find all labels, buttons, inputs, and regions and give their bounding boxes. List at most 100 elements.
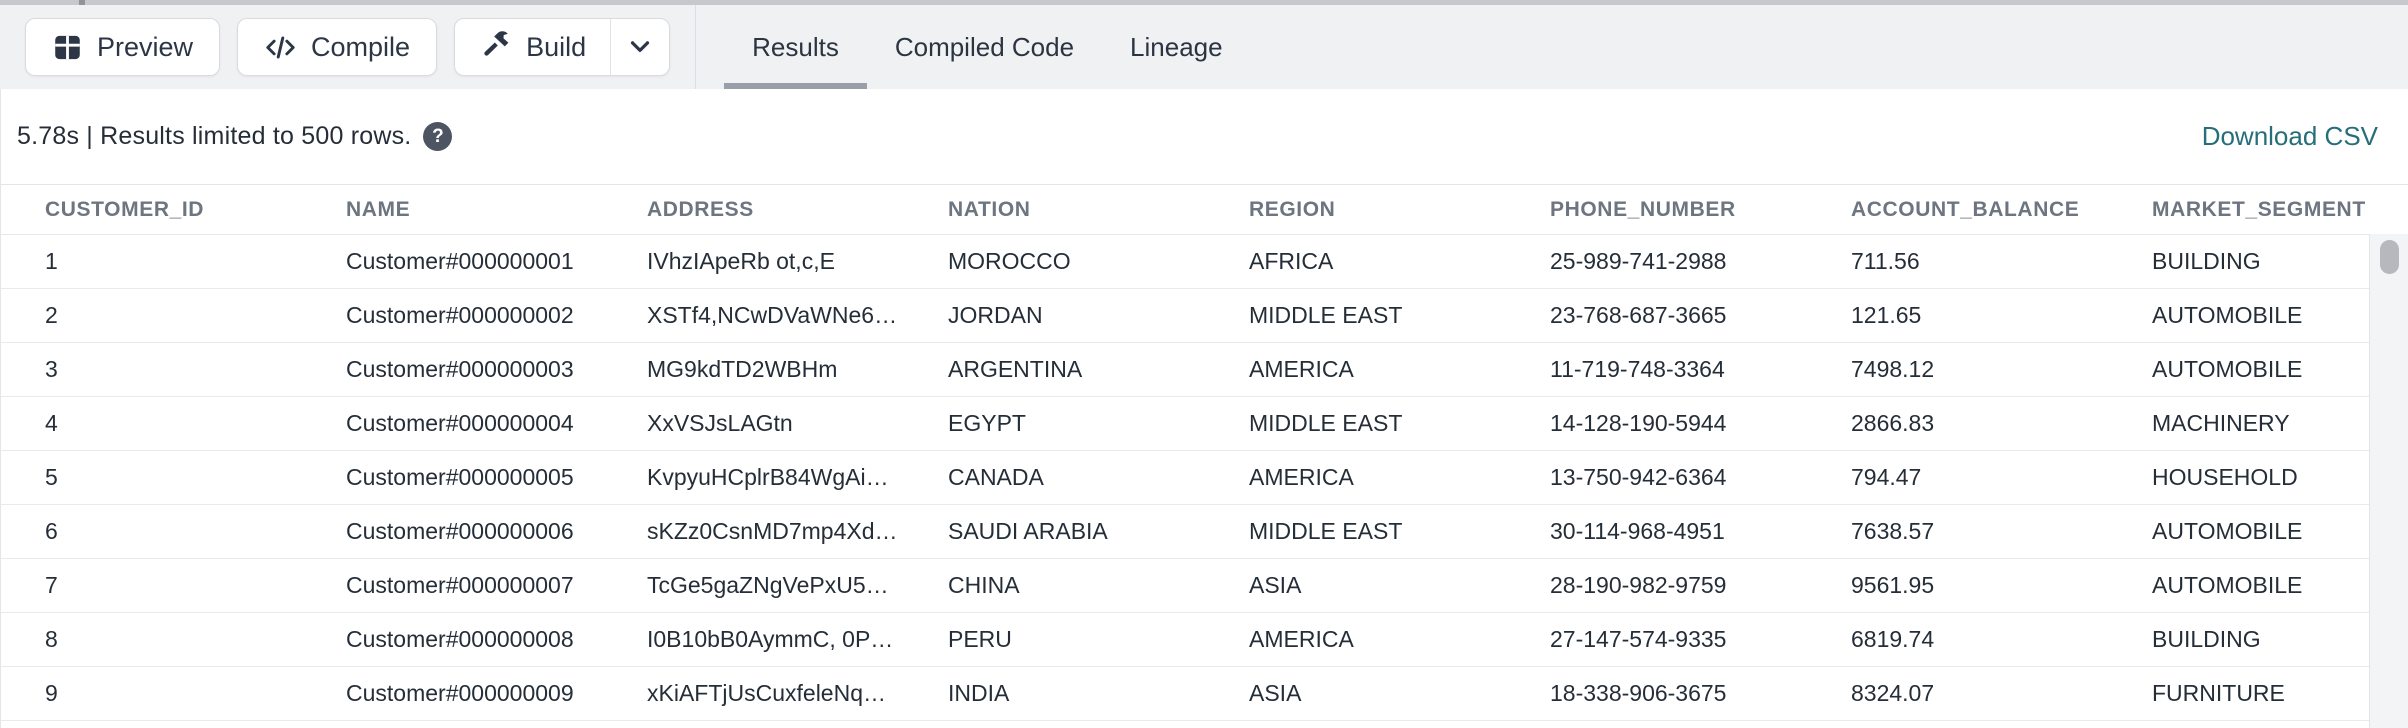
table-cell: Customer#000000004	[302, 396, 603, 451]
table-cell: 30-114-968-4951	[1506, 504, 1807, 559]
build-split-button: Build	[454, 18, 671, 76]
column-header: PHONE_NUMBER	[1506, 184, 1807, 235]
table-cell: 6819.74	[1807, 612, 2108, 667]
table-row: 1 Customer#000000001 IVhzIApeRb ot,c,E MORO…	[1, 234, 2408, 289]
table-cell: 23-768-687-3665	[1506, 288, 1807, 343]
tab-bar: Results Compiled Code Lineage	[724, 5, 1250, 89]
table-cell: TcGe5gaZNgVePxU5…	[603, 558, 904, 613]
build-split-divider	[610, 19, 612, 75]
query-status-text: 5.78s | Results limited to 500 rows.	[17, 122, 412, 150]
results-table: CUSTOMER_ID NAME ADDRESS NATION REGION PHONE_…	[1, 184, 2408, 721]
table-cell: sKZz0CsnMD7mp4Xd…	[603, 504, 904, 559]
table-cell: 1	[1, 234, 302, 289]
table-cell: BUILDING	[2108, 234, 2408, 289]
table-cell: INDIA	[904, 666, 1205, 721]
tab-lineage[interactable]: Lineage	[1102, 5, 1251, 89]
table-cell: 6	[1, 504, 302, 559]
table-cell: 18-338-906-3675	[1506, 666, 1807, 721]
table-row: 5 Customer#000000005 KvpyuHCplrB84WgAi… CAN…	[1, 450, 2408, 505]
preview-button-label: Preview	[97, 31, 194, 62]
table-cell: ASIA	[1205, 666, 1506, 721]
table-cell: 711.56	[1807, 234, 2108, 289]
download-csv-link[interactable]: Download CSV	[2201, 121, 2378, 151]
table-cell: 25-989-741-2988	[1506, 234, 1807, 289]
table-cell: MACHINERY	[2108, 396, 2408, 451]
table-cell: 7498.12	[1807, 342, 2108, 397]
column-header: REGION	[1205, 184, 1506, 235]
table-row: 9 Customer#000000009 xKiAFTjUsCuxfeleNq… IN…	[1, 666, 2408, 721]
table-cell: 5	[1, 450, 302, 505]
table-cell: I0B10bB0AymmC, 0P…	[603, 612, 904, 667]
table-cell: BUILDING	[2108, 612, 2408, 667]
table-cell: 8	[1, 612, 302, 667]
question-circle-icon[interactable]: ?	[423, 122, 453, 151]
code-icon	[264, 32, 297, 63]
table-cell: MG9kdTD2WBHm	[603, 342, 904, 397]
table-cell: AFRICA	[1205, 234, 1506, 289]
table-cell: 3	[1, 342, 302, 397]
table-header-row: CUSTOMER_ID NAME ADDRESS NATION REGION PHONE_…	[1, 184, 2408, 235]
table-cell: Customer#000000007	[302, 558, 603, 613]
table-cell: MIDDLE EAST	[1205, 504, 1506, 559]
table-cell: 28-190-982-9759	[1506, 558, 1807, 613]
build-dropdown-button[interactable]	[611, 19, 669, 75]
column-header: NAME	[302, 184, 603, 235]
table-row: 3 Customer#000000003 MG9kdTD2WBHm ARGENTINA…	[1, 342, 2408, 397]
table-cell: 7638.57	[1807, 504, 2108, 559]
column-header: ADDRESS	[603, 184, 904, 235]
table-cell: 9561.95	[1807, 558, 2108, 613]
table-cell: 11-719-748-3364	[1506, 342, 1807, 397]
table-cell: MIDDLE EAST	[1205, 396, 1506, 451]
toolbar-tabs-divider	[695, 5, 697, 89]
table-cell: XSTf4,NCwDVaWNe6…	[603, 288, 904, 343]
table-row: 6 Customer#000000006 sKZz0CsnMD7mp4Xd… SAUD…	[1, 504, 2408, 559]
table-cell: AUTOMOBILE	[2108, 342, 2408, 397]
table-cell: Customer#000000005	[302, 450, 603, 505]
table-cell: 794.47	[1807, 450, 2108, 505]
table-cell: 13-750-942-6364	[1506, 450, 1807, 505]
table-cell: IVhzIApeRb ot,c,E	[603, 234, 904, 289]
table-cell: 9	[1, 666, 302, 721]
table-cell: PERU	[904, 612, 1205, 667]
vertical-scrollbar-thumb[interactable]	[2380, 240, 2399, 274]
compile-button[interactable]: Compile	[237, 18, 438, 76]
table-cell: AMERICA	[1205, 612, 1506, 667]
table-cell: Customer#000000003	[302, 342, 603, 397]
tab-compiled-code[interactable]: Compiled Code	[867, 5, 1102, 89]
table-cell: Customer#000000006	[302, 504, 603, 559]
table-cell: Customer#000000008	[302, 612, 603, 667]
table-cell: 14-128-190-5944	[1506, 396, 1807, 451]
table-cell: Customer#000000009	[302, 666, 603, 721]
column-header: MARKET_SEGMENT	[2108, 184, 2408, 235]
vertical-scrollbar-track[interactable]	[2369, 234, 2408, 728]
table-cell: AMERICA	[1205, 450, 1506, 505]
table-cell: AUTOMOBILE	[2108, 288, 2408, 343]
table-cell: AMERICA	[1205, 342, 1506, 397]
table-cell: XxVSJsLAGtn	[603, 396, 904, 451]
table-cell: 2	[1, 288, 302, 343]
tab-results[interactable]: Results	[724, 5, 867, 89]
table-cell: MIDDLE EAST	[1205, 288, 1506, 343]
build-button[interactable]: Build	[455, 19, 610, 75]
build-button-label: Build	[526, 31, 587, 62]
table-cell: JORDAN	[904, 288, 1205, 343]
column-header: CUSTOMER_ID	[1, 184, 302, 235]
table-row: 8 Customer#000000008 I0B10bB0AymmC, 0P… PER…	[1, 612, 2408, 667]
table-cell: 8324.07	[1807, 666, 2108, 721]
status-bar: 5.78s | Results limited to 500 rows. ? D…	[1, 89, 2408, 184]
preview-button[interactable]: Preview	[25, 18, 221, 76]
table-cell: 4	[1, 396, 302, 451]
table-cell: CHINA	[904, 558, 1205, 613]
table-cell: AUTOMOBILE	[2108, 558, 2408, 613]
table-row: 4 Customer#000000004 XxVSJsLAGtn EGYPT MIDDL…	[1, 396, 2408, 451]
table-cell: MOROCCO	[904, 234, 1205, 289]
chevron-down-icon	[625, 31, 655, 64]
table-cell: ARGENTINA	[904, 342, 1205, 397]
table-cell: 121.65	[1807, 288, 2108, 343]
toolbar: Preview Compile	[0, 5, 2408, 89]
table-row: 7 Customer#000000007 TcGe5gaZNgVePxU5… CHIN…	[1, 558, 2408, 613]
table-cell: Customer#000000002	[302, 288, 603, 343]
table-cell: 27-147-574-9335	[1506, 612, 1807, 667]
table-cell: 7	[1, 558, 302, 613]
